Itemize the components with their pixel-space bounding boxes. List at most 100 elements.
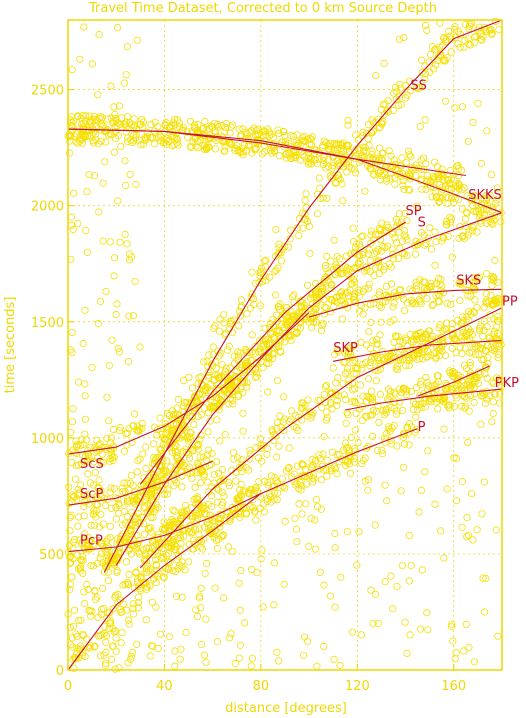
scatter-point <box>361 477 369 485</box>
scatter-point <box>402 362 410 370</box>
scatter-point <box>122 558 131 566</box>
scatter-point <box>463 532 471 541</box>
scatter-point <box>408 354 417 362</box>
scatter-point <box>222 124 230 132</box>
scatter-point <box>109 457 117 465</box>
scatter-point <box>68 328 76 336</box>
scatter-point <box>237 296 246 304</box>
scatter-point <box>464 231 472 239</box>
scatter-point <box>303 281 312 289</box>
scatter-point <box>134 457 142 465</box>
scatter-point <box>381 167 389 175</box>
scatter-point <box>127 652 135 660</box>
scatter-point <box>133 640 141 648</box>
scatter-point <box>308 323 316 332</box>
scatter-point <box>397 487 405 495</box>
scatter-point <box>102 138 110 146</box>
scatter-point <box>306 156 315 164</box>
scatter-point <box>189 536 197 545</box>
scatter-point <box>409 405 417 413</box>
phase-label-p: P <box>418 420 426 435</box>
scatter-point <box>412 425 420 433</box>
scatter-point <box>351 131 360 139</box>
scatter-point <box>165 632 173 641</box>
scatter-point <box>198 545 207 553</box>
scatter-point <box>77 481 85 489</box>
scatter-point <box>115 348 124 356</box>
scatter-point <box>117 142 125 150</box>
scatter-point <box>344 121 352 129</box>
scatter-point <box>492 374 501 382</box>
scatter-point <box>371 521 379 529</box>
scatter-point <box>396 80 404 88</box>
scatter-point <box>150 551 158 559</box>
scatter-point <box>129 535 137 543</box>
scatter-point <box>361 412 370 420</box>
scatter-point <box>192 606 200 614</box>
scatter-point <box>389 605 397 613</box>
scatter-point <box>176 545 184 553</box>
scatter-point <box>334 373 342 382</box>
scatter-point <box>454 40 462 48</box>
scatter-point <box>69 643 77 651</box>
scatter-point <box>164 565 173 573</box>
scatter-point <box>426 50 435 59</box>
scatter-point <box>114 131 122 140</box>
scatter-point <box>483 219 491 227</box>
scatter-point <box>298 299 306 307</box>
scatter-point <box>471 296 479 304</box>
scatter-point <box>66 580 74 588</box>
scatter-point <box>239 409 247 417</box>
scatter-point <box>128 648 136 656</box>
scatter-point <box>384 97 392 105</box>
scatter-point <box>465 643 473 652</box>
scatter-point <box>275 442 283 450</box>
scatter-point <box>151 118 159 126</box>
scatter-point <box>115 543 124 552</box>
scatter-point <box>309 461 317 469</box>
scatter-point <box>479 574 487 582</box>
scatter-point <box>452 381 460 390</box>
scatter-point <box>194 493 202 501</box>
scatter-points <box>64 17 506 673</box>
scatter-point <box>221 517 229 525</box>
scatter-point <box>230 352 238 360</box>
scatter-point <box>251 342 259 350</box>
scatter-point <box>174 395 182 403</box>
scatter-point <box>437 275 445 283</box>
scatter-point <box>384 385 392 393</box>
scatter-point <box>390 299 398 307</box>
scatter-point <box>158 553 166 562</box>
scatter-point <box>157 137 165 145</box>
scatter-point <box>352 364 360 372</box>
scatter-point <box>465 24 473 32</box>
scatter-point <box>385 147 393 155</box>
scatter-point <box>345 381 353 389</box>
scatter-point <box>405 185 413 194</box>
scatter-point <box>288 293 297 301</box>
scatter-point <box>103 434 111 442</box>
scatter-point <box>480 478 488 486</box>
scatter-point <box>74 113 82 121</box>
scatter-point <box>248 365 256 373</box>
scatter-point <box>328 448 337 456</box>
scatter-point <box>73 442 81 451</box>
scatter-point <box>216 315 224 323</box>
scatter-point <box>131 134 140 142</box>
scatter-point <box>85 171 93 179</box>
scatter-point <box>107 131 116 139</box>
scatter-point <box>404 353 412 361</box>
scatter-point <box>419 154 428 162</box>
scatter-point <box>141 137 149 145</box>
scatter-point <box>161 435 169 443</box>
scatter-point <box>152 578 160 587</box>
scatter-point <box>98 605 106 614</box>
scatter-point <box>123 479 131 487</box>
scatter-point <box>164 535 172 543</box>
scatter-point <box>395 210 403 218</box>
scatter-point <box>137 120 145 128</box>
scatter-point <box>166 524 174 532</box>
scatter-point <box>307 514 315 523</box>
scatter-point <box>127 550 136 558</box>
scatter-point <box>201 569 209 578</box>
